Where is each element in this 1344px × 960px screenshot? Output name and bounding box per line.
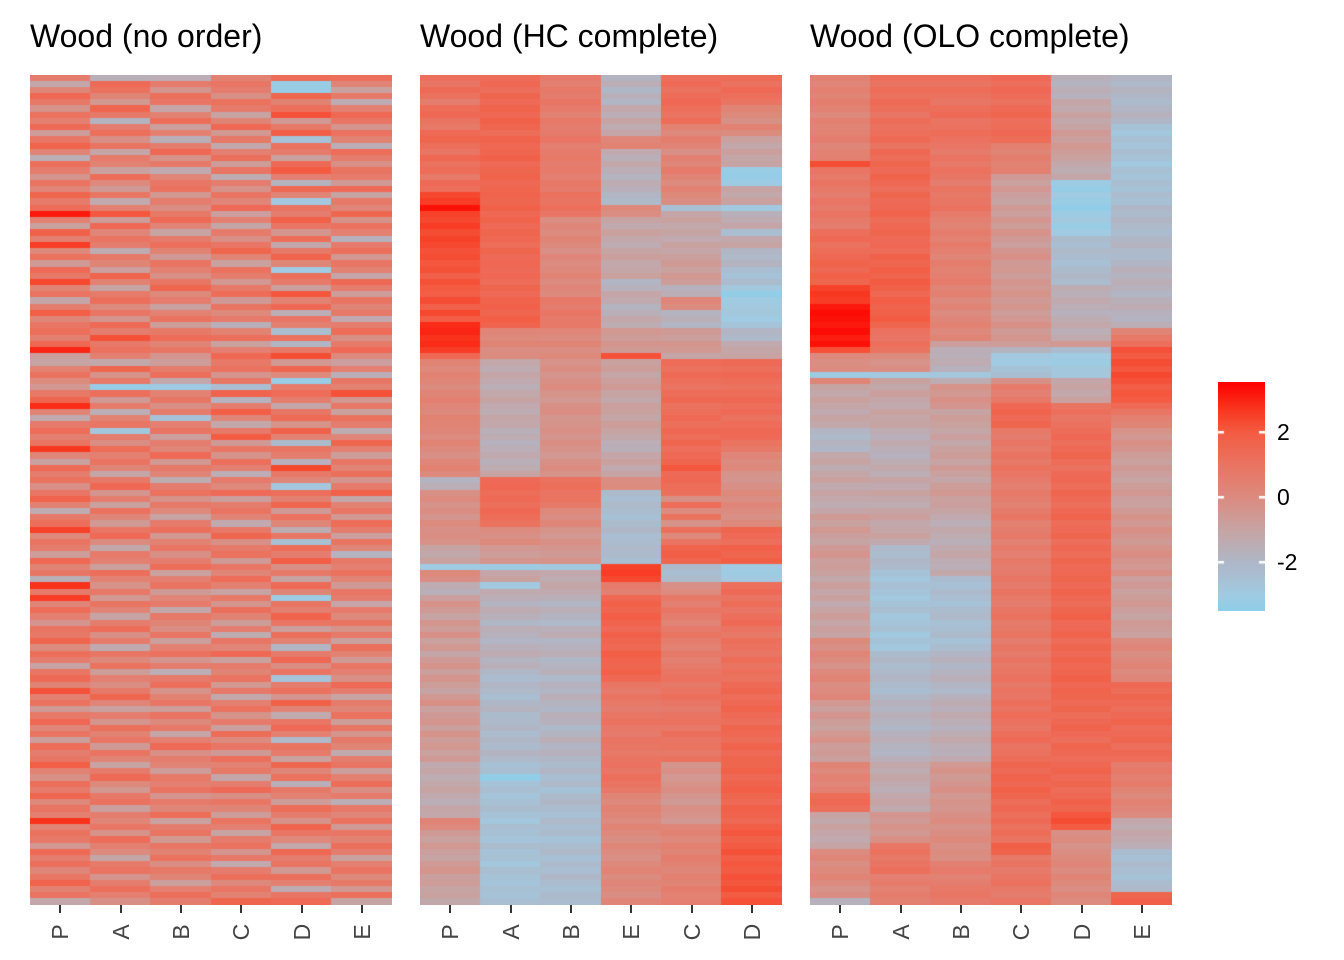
x-axis-label-D: D	[738, 923, 765, 941]
x-axis-label-E: E	[348, 924, 375, 940]
x-axis-label-A: A	[497, 924, 524, 940]
x-axis-label-B: B	[557, 924, 584, 940]
x-axis-label-B: B	[167, 924, 194, 940]
x-axis-tick	[1020, 905, 1023, 913]
x-axis-label-A: A	[887, 924, 914, 940]
x-axis-label-P: P	[827, 924, 854, 940]
x-axis-tick	[959, 905, 962, 913]
x-axis-tick	[59, 905, 62, 913]
x-axis-tick	[179, 905, 182, 913]
x-axis-tick	[509, 905, 512, 913]
panel-title-no-order: Wood (no order)	[30, 18, 263, 54]
x-axis-label-C: C	[1008, 923, 1035, 941]
legend-tick-label-minus2: -2	[1277, 549, 1298, 575]
x-axis-label-B: B	[947, 924, 974, 940]
x-axis-tick	[300, 905, 303, 913]
x-axis-tick	[360, 905, 363, 913]
colorbar-gradient	[1218, 382, 1265, 611]
x-axis-label-E: E	[618, 924, 645, 940]
x-axis-label-D: D	[288, 923, 315, 941]
x-axis-label-A: A	[107, 924, 134, 940]
x-axis-label-C: C	[228, 923, 255, 941]
x-axis-label-P: P	[47, 924, 74, 940]
x-axis-tick	[630, 905, 633, 913]
heatmap-olo-complete	[810, 75, 1172, 905]
x-axis-label-P: P	[437, 924, 464, 940]
x-axis-label-C: C	[678, 923, 705, 941]
x-axis-tick	[839, 905, 842, 913]
x-axis-tick	[750, 905, 753, 913]
x-axis-tick	[449, 905, 452, 913]
x-axis-label-D: D	[1068, 923, 1095, 941]
heatmap-hc-complete	[420, 75, 782, 905]
x-axis-tick	[1140, 905, 1143, 913]
color-legend: 2 0 -2	[1218, 382, 1297, 611]
x-axis-tick	[690, 905, 693, 913]
x-axis-label-E: E	[1128, 924, 1155, 940]
panel-title-hc-complete: Wood (HC complete)	[420, 18, 719, 54]
x-axis-tick	[240, 905, 243, 913]
heatmap-no-order	[30, 75, 392, 905]
x-axis-tick	[1080, 905, 1083, 913]
panel-title-olo-complete: Wood (OLO complete)	[810, 18, 1130, 54]
x-axis-tick	[899, 905, 902, 913]
x-axis-tick	[119, 905, 122, 913]
legend-tick-label-2: 2	[1277, 419, 1290, 445]
x-axis-tick	[569, 905, 572, 913]
legend-tick-label-0: 0	[1277, 484, 1290, 510]
